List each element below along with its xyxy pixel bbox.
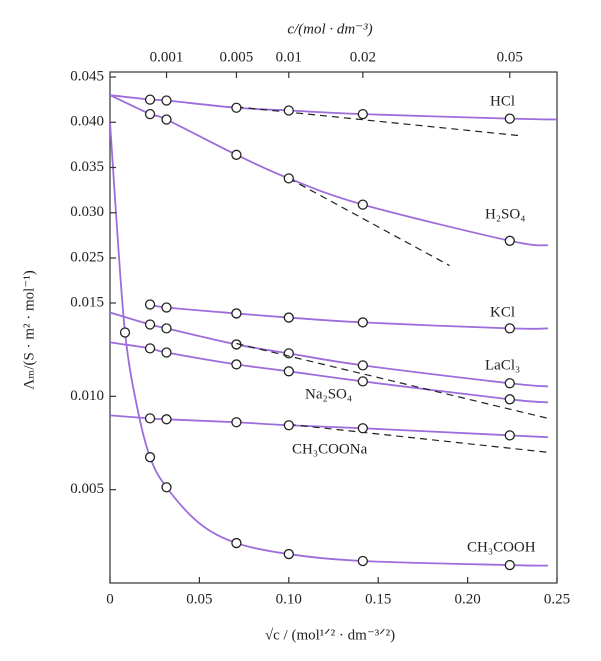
y-tick-label: 0.010 [70,388,104,404]
y-tick-label: 0.035 [70,159,104,175]
plot-area [110,94,557,571]
plot-frame [109,71,558,584]
data-point [161,95,172,106]
data-point [231,417,242,428]
data-point [231,359,242,370]
data-point [161,347,172,358]
limiting-slope-line [288,177,451,267]
series-label: HCl [490,93,515,109]
y-tick-label: 0.045 [70,68,104,84]
series-label: H₂SO₄ [485,206,525,222]
top-tick-label: 0.01 [276,49,302,65]
data-point [504,559,515,571]
data-point [144,299,156,310]
x-tick-label: 0.15 [365,591,391,607]
data-point [504,323,515,334]
data-point [144,343,156,354]
data-point [231,149,242,160]
data-point [144,108,156,120]
data-point [504,430,515,441]
data-point [231,537,242,549]
data-point [231,308,242,319]
series-label: CH₃COOH [467,539,536,555]
data-point [161,302,172,313]
data-point [161,114,172,125]
y-tick-label: 0.005 [70,481,104,497]
top-tick-label: 0.005 [220,49,254,65]
x-axis-label: √c / (mol¹ᐟ² · dm⁻³ᐟ²) [265,627,395,643]
data-point [161,414,172,425]
data-point [357,317,368,328]
top-tick-label: 0.05 [497,49,523,65]
data-point [161,482,172,493]
series-label: KCl [490,304,515,320]
data-point [504,378,515,389]
data-point [144,94,156,105]
x-tick-label: 0.25 [544,591,570,607]
top-tick-label: 0.02 [350,49,376,65]
top-tick-label: 0.001 [150,49,184,65]
data-point [283,548,294,560]
data-point [283,312,294,323]
data-point [504,113,515,124]
data-point [357,108,368,120]
x-tick-label: 0 [106,591,114,607]
data-point [504,394,515,405]
top-axis-label: c/(mol · dm⁻³) [287,21,372,37]
y-tick-label: 0.030 [70,204,104,220]
data-point [144,413,156,424]
data-point [161,323,172,334]
data-point [504,235,515,246]
series-label: Na₂SO₄ [305,386,352,402]
data-point [283,105,294,116]
limiting-slope-line [236,342,549,419]
data-point [144,452,156,463]
data-point [357,376,368,387]
x-tick-label: 0.10 [276,591,302,607]
y-tick-label: 0.025 [70,249,104,265]
data-point [144,319,156,330]
data-point [283,420,294,431]
x-tick-label: 0.05 [186,591,212,607]
y-tick-label: 0.015 [70,294,104,310]
limiting-slope-line [288,423,549,453]
series-label: LaCl₃ [485,357,520,373]
data-point [231,102,242,113]
x-tick-label: 0.20 [454,591,480,607]
fit-curve [110,122,549,567]
data-point [283,173,294,184]
series-label: CH₃COONa [292,441,368,457]
data-point [283,366,294,377]
data-point [119,327,131,338]
y-axis-label: Λₘ/(S · m² · mol⁻¹) [21,270,37,389]
y-tick-label: 0.040 [70,114,104,130]
data-point [357,199,368,210]
data-point [357,360,368,371]
data-point [357,555,368,567]
data-point [357,423,368,434]
